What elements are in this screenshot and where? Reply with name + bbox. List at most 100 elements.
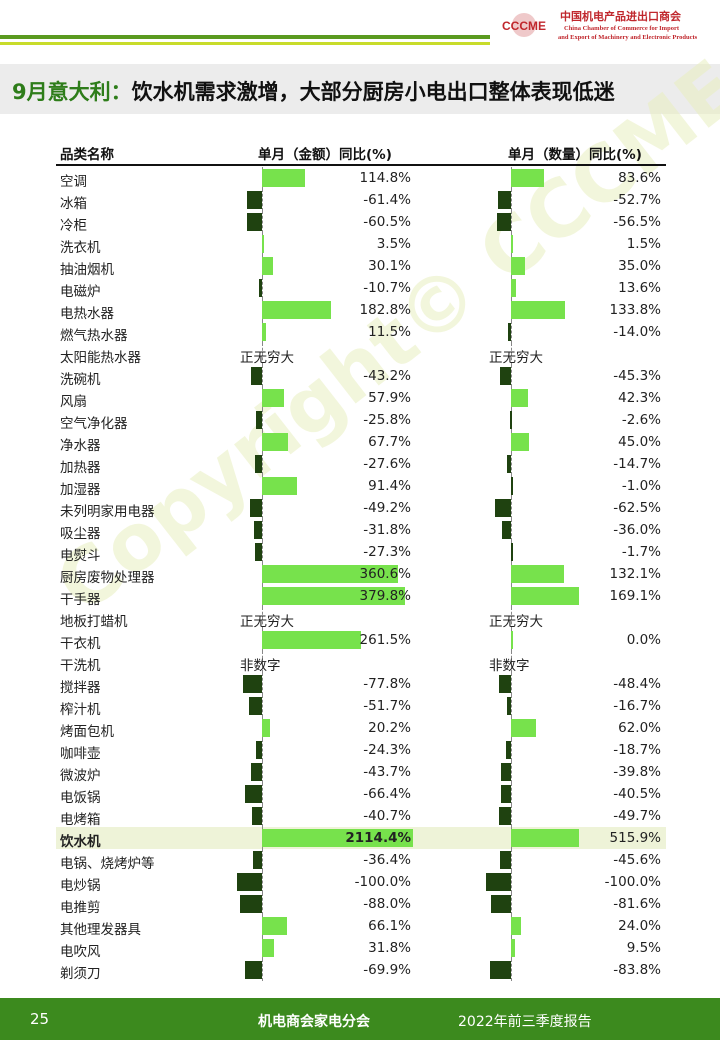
- quantity-yoy-bar: [511, 235, 513, 253]
- table-row-content: 干手器 379.8% 169.1%: [0, 585, 720, 608]
- quantity-yoy-label: -40.5%: [613, 786, 661, 802]
- title-text: 饮水机需求激增，大部分厨房小电出口整体表现低迷: [131, 80, 615, 104]
- quantity-yoy-bar: [498, 807, 511, 825]
- quantity-yoy-label: -81.6%: [613, 896, 661, 912]
- quantity-yoy-bar: [511, 301, 565, 319]
- value-yoy-label: -69.9%: [363, 962, 411, 978]
- value-yoy-bar: [240, 895, 262, 913]
- category-name: 干手器: [60, 592, 101, 608]
- value-yoy-bar: [262, 719, 270, 737]
- value-yoy-bar: [262, 939, 274, 957]
- value-yoy-label: -60.5%: [363, 214, 411, 230]
- page-title: 9月意大利：饮水机需求激增，大部分厨房小电出口整体表现低迷: [12, 76, 615, 106]
- value-yoy-label: -43.7%: [363, 764, 411, 780]
- quantity-yoy-bar: [511, 169, 545, 187]
- quantity-yoy-bar: [511, 587, 579, 605]
- value-yoy-bar: [251, 807, 262, 825]
- quantity-yoy-bar: [511, 631, 513, 649]
- table-row-content: 洗衣机 3.5% 1.5%: [0, 233, 720, 256]
- col-header-quantity: 单月（数量）同比(%): [508, 147, 642, 163]
- value-yoy-label: 3.5%: [376, 236, 411, 252]
- quantity-yoy-bar: [511, 389, 528, 407]
- table-row-content: 抽油烟机 30.1% 35.0%: [0, 255, 720, 278]
- value-note: 非数字: [240, 658, 281, 674]
- footer-report: 2022年前三季度报告: [458, 1014, 592, 1030]
- value-yoy-bar: [249, 697, 262, 715]
- value-yoy-bar: [259, 279, 262, 297]
- quantity-yoy-bar: [506, 741, 511, 759]
- quantity-zero-axis: [511, 321, 513, 343]
- value-yoy-label: -36.4%: [363, 852, 411, 868]
- quantity-yoy-bar: [490, 961, 511, 979]
- category-name: 电吹风: [60, 944, 101, 960]
- quantity-yoy-label: 62.0%: [618, 720, 661, 736]
- org-name-en-line1: China Chamber of Commerce for Import: [564, 25, 679, 32]
- value-zero-axis: [262, 673, 264, 695]
- category-name: 电熨斗: [60, 548, 101, 564]
- table-row-content: 冷柜 -60.5% -56.5%: [0, 211, 720, 234]
- quantity-yoy-bar: [510, 411, 513, 429]
- quantity-yoy-bar: [499, 367, 511, 385]
- value-yoy-label: 91.4%: [368, 478, 411, 494]
- category-name: 加湿器: [60, 482, 101, 498]
- table-row-content: 电熨斗 -27.3% -1.7%: [0, 541, 720, 564]
- table-row-content: 干洗机 非数字 非数字: [0, 651, 720, 674]
- title-prefix: 9月意大利：: [12, 80, 132, 104]
- category-name: 加热器: [60, 460, 101, 476]
- quantity-yoy-bar: [499, 851, 511, 869]
- quantity-yoy-label: 1.5%: [626, 236, 661, 252]
- value-yoy-bar: [262, 829, 413, 847]
- table-row-content: 电推剪 -88.0% -81.6%: [0, 893, 720, 916]
- value-note: 正无穷大: [240, 350, 294, 366]
- value-yoy-bar: [255, 741, 262, 759]
- value-yoy-bar: [237, 873, 262, 891]
- table-row-content: 榨汁机 -51.7% -16.7%: [0, 695, 720, 718]
- category-name: 净水器: [60, 438, 101, 454]
- value-zero-axis: [262, 849, 264, 871]
- value-yoy-bar: [255, 543, 262, 561]
- quantity-yoy-label: 24.0%: [618, 918, 661, 934]
- category-name: 太阳能热水器: [60, 350, 141, 366]
- value-yoy-bar: [262, 631, 361, 649]
- category-name: 厨房废物处理器: [60, 570, 155, 586]
- quantity-yoy-bar: [511, 829, 579, 847]
- value-yoy-bar: [262, 565, 399, 583]
- quantity-yoy-bar: [511, 257, 525, 275]
- quantity-yoy-bar: [496, 213, 511, 231]
- value-yoy-label: -100.0%: [354, 874, 411, 890]
- value-yoy-label: 66.1%: [368, 918, 411, 934]
- quantity-yoy-label: 0.0%: [626, 632, 661, 648]
- table-row-content: 厨房废物处理器 360.6% 132.1%: [0, 563, 720, 586]
- value-yoy-bar: [262, 917, 287, 935]
- value-zero-axis: [262, 453, 264, 475]
- quantity-zero-axis: [511, 651, 513, 673]
- category-name: 冷柜: [60, 218, 87, 234]
- value-yoy-label: -40.7%: [363, 808, 411, 824]
- table-row-content: 烤面包机 20.2% 62.0%: [0, 717, 720, 740]
- category-name: 干衣机: [60, 636, 101, 652]
- quantity-zero-axis: [511, 497, 513, 519]
- value-zero-axis: [262, 541, 264, 563]
- category-name: 风扇: [60, 394, 87, 410]
- value-yoy-bar: [246, 191, 262, 209]
- value-yoy-label: -49.2%: [363, 500, 411, 516]
- quantity-yoy-label: -36.0%: [613, 522, 661, 538]
- value-yoy-label: -27.3%: [363, 544, 411, 560]
- quantity-yoy-bar: [511, 917, 521, 935]
- quantity-zero-axis: [511, 959, 513, 981]
- value-yoy-bar: [262, 389, 284, 407]
- table-row-content: 净水器 67.7% 45.0%: [0, 431, 720, 454]
- quantity-yoy-label: -45.3%: [613, 368, 661, 384]
- value-yoy-label: -77.8%: [363, 676, 411, 692]
- value-zero-axis: [262, 959, 264, 981]
- quantity-yoy-label: 13.6%: [618, 280, 661, 296]
- value-zero-axis: [262, 189, 264, 211]
- quantity-yoy-label: 42.3%: [618, 390, 661, 406]
- category-name: 未列明家用电器: [60, 504, 155, 520]
- category-name: 饮水机: [60, 834, 101, 850]
- value-yoy-label: -27.6%: [363, 456, 411, 472]
- table-row-content: 太阳能热水器 正无穷大 正无穷大: [0, 343, 720, 366]
- value-zero-axis: [262, 343, 264, 365]
- quantity-yoy-bar: [486, 873, 511, 891]
- category-name: 榨汁机: [60, 702, 101, 718]
